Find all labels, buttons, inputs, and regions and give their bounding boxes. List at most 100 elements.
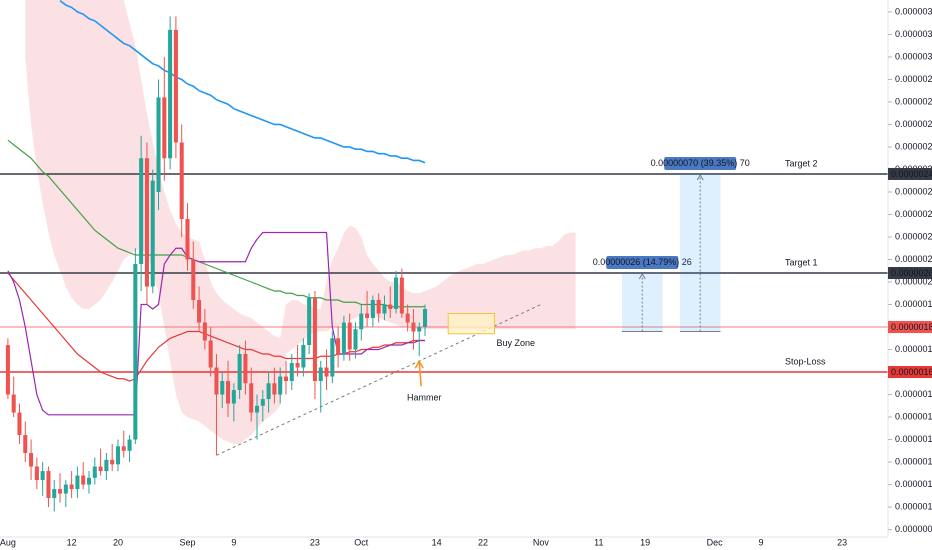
y-tick-label: 0.00000110 (895, 479, 932, 489)
level-price-label: 0.00000204 (891, 268, 932, 278)
candle-body (63, 484, 68, 494)
candle-body (92, 466, 97, 478)
candle-body (121, 446, 126, 451)
candle-body (17, 412, 22, 436)
y-tick-label: 0.00000120 (895, 456, 932, 466)
y-tick-label: 0.00000220 (895, 231, 932, 241)
x-tick-label: 22 (478, 537, 488, 547)
level-price-box (888, 366, 932, 379)
level-price-box (888, 321, 932, 334)
x-tick-label: Oct (354, 537, 369, 547)
candle-body (237, 354, 242, 391)
candle-body (185, 218, 190, 260)
candle-body (150, 180, 155, 287)
x-tick-label: Sep (179, 537, 195, 547)
candle-body (144, 158, 149, 287)
y-tick-label: 0.00000230 (895, 209, 932, 219)
level-text: Stop-Loss (785, 356, 826, 366)
candle-body (318, 367, 323, 382)
y-tick-label: 0.00000260 (895, 141, 932, 151)
candle-body (220, 381, 225, 395)
candle-body (46, 471, 51, 499)
candle-body (330, 338, 335, 377)
y-tick-label: 0.00000130 (895, 434, 932, 444)
candle-body (197, 300, 202, 323)
candle-body (208, 340, 213, 368)
candle-body (214, 367, 219, 395)
candle-body (110, 459, 115, 465)
candle-body (405, 313, 410, 323)
x-tick-label: 9 (231, 537, 236, 547)
measure-label: 0.00000070 (39.35%) 70 (651, 158, 750, 168)
candle-body (5, 345, 10, 395)
candle-body (156, 97, 161, 192)
candle-body (359, 313, 364, 330)
candle-body (324, 367, 329, 377)
candle-body (34, 466, 39, 481)
candle-body (81, 475, 86, 485)
candle-body (417, 327, 422, 332)
candle-body (388, 304, 393, 310)
candle-body (243, 354, 248, 384)
y-tick-label: 0.00000090 (895, 524, 932, 534)
y-tick-label: 0.00000290 (895, 74, 932, 84)
candle-body (191, 259, 196, 301)
candle-body (341, 322, 346, 355)
candle-body (260, 399, 265, 406)
level-text: Target 2 (785, 158, 818, 168)
candle-body (370, 300, 375, 319)
candle-body (231, 390, 236, 404)
candle-body (347, 322, 352, 350)
cloud (25, 0, 576, 445)
hammer-label: Hammer (407, 393, 442, 403)
candle-body (98, 466, 103, 472)
candle-body (289, 363, 294, 382)
x-tick-label: 23 (310, 537, 320, 547)
x-tick-label: 20 (113, 537, 123, 547)
y-tick-label: 0.00000100 (895, 501, 932, 511)
candle-body (399, 277, 404, 314)
candle-body (179, 142, 184, 219)
hammer-arrow-head (414, 359, 424, 369)
candle-body (52, 489, 57, 499)
indicator-line (59, 0, 426, 164)
candle-body (139, 158, 144, 264)
y-tick-label: 0.00000310 (895, 29, 932, 39)
candle-body (127, 439, 132, 451)
y-tick-label: 0.00000270 (895, 119, 932, 129)
x-tick-label: Nov (533, 537, 550, 547)
candle-body (307, 297, 312, 346)
x-tick-label: 11 (594, 537, 603, 547)
measure-label-box (664, 156, 737, 170)
x-tick-label: 23 (837, 537, 847, 547)
candle-body (394, 277, 399, 310)
candle-body (40, 471, 45, 481)
candle-body (173, 29, 178, 143)
candle-body (202, 322, 207, 341)
measure-arrow-head (638, 273, 646, 280)
x-tick-label: Aug (0, 537, 16, 547)
hammer-arrow (418, 362, 422, 387)
candle-body (283, 376, 289, 382)
y-tick-label: 0.00000170 (895, 344, 932, 354)
candle-body (168, 29, 173, 159)
candle-body (226, 381, 231, 404)
candle-body (162, 97, 167, 159)
candle-body (58, 489, 63, 494)
candle-body (249, 383, 254, 413)
y-tick-label: 0.00000320 (895, 6, 932, 16)
candle-body (11, 394, 16, 413)
y-tick-label: 0.00000210 (895, 254, 932, 264)
candle-body (376, 300, 381, 314)
y-tick-label: 0.00000190 (895, 299, 932, 309)
x-tick-label: 12 (67, 537, 77, 547)
measure-label: 0.00000026 (14.79%) 26 (593, 257, 692, 267)
candle-body (353, 329, 358, 350)
plot-area: Target 2 Target 1 Stop-Loss Buy Zone 0.00000… (0, 0, 888, 512)
candle-body (382, 304, 387, 314)
candle-body (75, 475, 80, 490)
